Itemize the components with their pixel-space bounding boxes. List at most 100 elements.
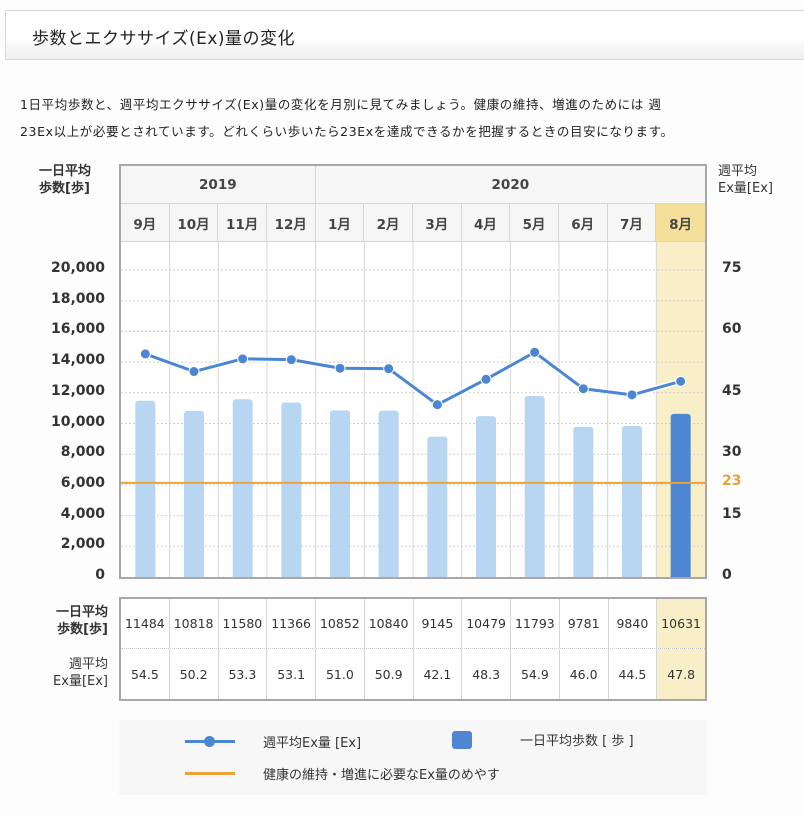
chart-frame: 2019 2020 9月 10月 11月 12月 1月 2月 3月 4月 5月 6月 7月 8月: [119, 164, 707, 579]
month-header: 11月: [218, 204, 267, 241]
steps-row-label-line1: 一日平均: [55, 605, 108, 620]
legend-target-label: 健康の維持・増進に必要なEx量のめやす: [263, 768, 500, 783]
steps-cell: 10479: [462, 599, 511, 648]
y-tick-label: 8,000: [60, 444, 105, 461]
ex-cell: 53.1: [267, 649, 316, 699]
y-tick-label: 0: [95, 567, 105, 583]
ex-row-label-line1: 週平均: [68, 657, 108, 672]
target-line-icon: [185, 772, 235, 775]
bar: [232, 399, 253, 577]
steps-cell: 11580: [219, 599, 268, 648]
line-point: [334, 362, 346, 374]
y-right-tick-label: 30: [722, 444, 742, 461]
ex-cell: 47.8: [657, 649, 705, 699]
y-right-tick-label: 15: [722, 505, 742, 522]
year-header: 2019: [121, 166, 316, 203]
steps-row: 11484 10818 11580 11366 10852 10840 9145 10479 1…: [121, 599, 705, 649]
y-right-tick-label: 75: [722, 260, 742, 276]
line-point: [237, 353, 249, 365]
ex-cell: 50.2: [170, 649, 219, 699]
line-point: [529, 346, 541, 358]
bar: [378, 410, 399, 577]
page-title: 歩数とエクササイズ(Ex)量の変化: [32, 29, 296, 49]
bar: [184, 410, 204, 577]
left-axis-title-line2: 歩数[歩]: [39, 181, 90, 196]
intro-line-2: 23Ex以上が必要とされています。どれくらい歩いたら23Exを達成できるかを把握…: [20, 124, 674, 139]
y-tick-label: 14,000: [50, 352, 105, 369]
ex-row-label: 週平均 Ex量[Ex]: [8, 656, 108, 690]
steps-cell: 9840: [609, 599, 658, 648]
line-point: [480, 373, 492, 385]
legend-item-steps: 一日平均歩数 [ 歩 ]: [452, 730, 634, 749]
bar: [573, 426, 594, 577]
steps-cell: 9145: [414, 599, 463, 648]
legend-item-target: 健康の維持・増進に必要なEx量のめやす: [185, 764, 500, 783]
month-header: 2月: [364, 204, 413, 241]
intro-text: 1日平均歩数と、週平均エクササイズ(Ex)量の変化を月別に見てみましょう。健康の…: [20, 91, 790, 145]
steps-row-label: 一日平均 歩数[歩]: [8, 604, 108, 638]
right-axis-title: 週平均 Ex量[Ex]: [718, 163, 773, 197]
y-right-tick-label: 45: [722, 382, 742, 399]
ex-cell: 46.0: [560, 649, 609, 699]
y-tick-label: 6,000: [60, 474, 105, 491]
bar: [622, 425, 642, 577]
intro-line-1: 1日平均歩数と、週平均エクササイズ(Ex)量の変化を月別に見てみましょう。健康の…: [20, 97, 662, 112]
ex-row: 54.5 50.2 53.3 53.1 51.0 50.9 42.1 48.3 54.9 46.0…: [121, 649, 705, 699]
ex-cell: 53.3: [219, 649, 268, 699]
steps-cell: 9781: [560, 599, 609, 648]
steps-cell: 11793: [511, 599, 560, 648]
line-point: [431, 399, 443, 411]
y-tick-label: 12,000: [50, 382, 105, 399]
y-tick-label: 4,000: [60, 505, 105, 522]
y-right-tick-label: 0: [722, 567, 732, 583]
line-point: [675, 375, 687, 387]
bar: [135, 400, 156, 577]
legend-item-ex: 週平均Ex量 [Ex]: [185, 732, 361, 751]
month-header: 4月: [462, 204, 511, 241]
year-header: 2020: [491, 176, 530, 193]
legend-steps-label: 一日平均歩数 [ 歩 ]: [520, 734, 634, 749]
bar: [281, 402, 302, 577]
y-tick-label: 10,000: [50, 413, 105, 430]
month-header: 9月: [121, 204, 170, 241]
ex-cell: 48.3: [462, 649, 511, 699]
line-point: [626, 389, 638, 401]
steps-row-label-line2: 歩数[歩]: [57, 622, 108, 637]
ex-cell: 54.9: [511, 649, 560, 699]
steps-cell: 10840: [365, 599, 414, 648]
month-header: 6月: [559, 204, 608, 241]
y-right-tick-label: 23: [722, 472, 742, 489]
line-point: [188, 366, 200, 378]
month-header-row: 9月 10月 11月 12月 1月 2月 3月 4月 5月 6月 7月 8月: [121, 204, 705, 242]
steps-cell: 10631: [657, 599, 705, 648]
bar: [330, 410, 350, 577]
ex-cell: 54.5: [121, 649, 170, 699]
steps-cell: 11366: [267, 599, 316, 648]
ex-cell: 42.1: [414, 649, 463, 699]
y-tick-label: 16,000: [50, 321, 105, 338]
month-header: 5月: [510, 204, 559, 241]
bar-swatch-icon: [452, 730, 472, 749]
ex-cell: 51.0: [316, 649, 365, 699]
legend: 週平均Ex量 [Ex] 一日平均歩数 [ 歩 ] 健康の維持・増進に必要なEx量…: [119, 720, 707, 795]
month-header: 10月: [170, 204, 219, 241]
left-axis-title: 一日平均 歩数[歩]: [39, 163, 91, 197]
right-axis-title-line1: 週平均: [718, 164, 758, 179]
month-header: 7月: [608, 204, 657, 241]
line-point: [285, 354, 297, 366]
y-right-tick-label: 60: [722, 321, 742, 338]
y-tick-label: 2,000: [60, 536, 105, 553]
bar: [476, 416, 496, 577]
year-header-row: 2019 2020: [121, 166, 705, 204]
month-header: 3月: [413, 204, 462, 241]
y-tick-label: 20,000: [50, 260, 105, 276]
bar: [427, 436, 448, 577]
y-tick-label: 18,000: [50, 290, 105, 307]
section-header: 歩数とエクササイズ(Ex)量の変化: [5, 10, 804, 60]
ex-row-label-line2: Ex量[Ex]: [53, 674, 108, 689]
line-point: [577, 383, 589, 395]
ex-line: [144, 350, 682, 407]
steps-cell: 10818: [170, 599, 219, 648]
ex-cell: 50.9: [365, 649, 414, 699]
data-table: 11484 10818 11580 11366 10852 10840 9145 10479 1…: [119, 597, 707, 701]
